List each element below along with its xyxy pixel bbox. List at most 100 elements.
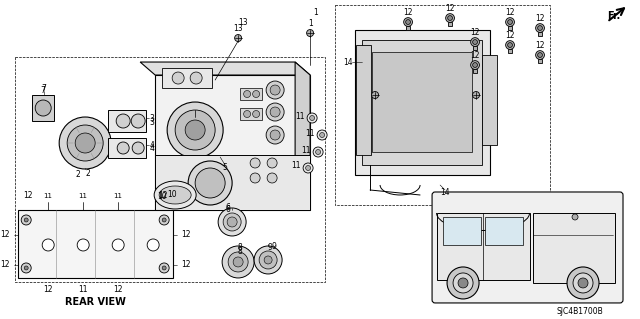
FancyBboxPatch shape <box>432 192 623 303</box>
Circle shape <box>264 256 272 264</box>
Circle shape <box>35 100 51 116</box>
Circle shape <box>303 163 313 173</box>
Bar <box>240 88 262 100</box>
Circle shape <box>473 40 477 44</box>
Text: 12: 12 <box>113 286 123 294</box>
Text: 12: 12 <box>506 8 515 17</box>
Bar <box>32 95 54 121</box>
Bar <box>406 26 410 30</box>
Text: 12: 12 <box>1 230 10 240</box>
Circle shape <box>235 34 242 41</box>
Ellipse shape <box>154 181 196 209</box>
Circle shape <box>458 278 468 288</box>
Text: 8: 8 <box>237 248 243 256</box>
Circle shape <box>159 215 169 225</box>
Circle shape <box>317 130 327 140</box>
Circle shape <box>472 92 479 99</box>
Text: 12: 12 <box>24 191 33 200</box>
Circle shape <box>112 239 124 251</box>
Bar <box>15 57 325 282</box>
Bar <box>155 75 310 210</box>
Text: 4: 4 <box>150 140 155 150</box>
Text: 9: 9 <box>268 243 273 252</box>
Bar <box>362 40 482 165</box>
Circle shape <box>59 117 111 169</box>
Text: 12: 12 <box>403 8 413 17</box>
Circle shape <box>253 91 260 98</box>
Bar <box>18 210 173 278</box>
Circle shape <box>227 217 237 227</box>
Circle shape <box>162 218 166 222</box>
Circle shape <box>267 173 277 183</box>
Polygon shape <box>437 213 530 280</box>
Circle shape <box>473 63 477 67</box>
Circle shape <box>319 132 324 137</box>
Circle shape <box>536 51 545 59</box>
Bar <box>485 217 523 245</box>
Text: 2: 2 <box>76 170 81 180</box>
Text: SJC4B1700B: SJC4B1700B <box>557 308 604 316</box>
Text: 9: 9 <box>271 242 276 251</box>
Circle shape <box>572 214 578 220</box>
Circle shape <box>253 110 260 117</box>
Text: 4: 4 <box>150 144 155 152</box>
Text: 7: 7 <box>42 84 47 93</box>
Circle shape <box>42 239 54 251</box>
Bar <box>473 69 477 73</box>
Circle shape <box>372 92 379 99</box>
Circle shape <box>307 113 317 123</box>
Circle shape <box>75 133 95 153</box>
Circle shape <box>567 267 599 299</box>
Text: 12: 12 <box>535 13 545 23</box>
Text: 2: 2 <box>86 169 90 179</box>
Circle shape <box>306 166 310 170</box>
Circle shape <box>270 85 280 95</box>
Circle shape <box>445 14 454 22</box>
Circle shape <box>578 278 588 288</box>
Circle shape <box>447 267 479 299</box>
Bar <box>482 55 497 145</box>
Text: 14: 14 <box>440 189 450 197</box>
Circle shape <box>307 30 314 37</box>
Polygon shape <box>355 30 490 175</box>
Circle shape <box>228 252 248 272</box>
Circle shape <box>116 114 130 128</box>
Polygon shape <box>140 62 310 75</box>
Circle shape <box>117 142 129 154</box>
Circle shape <box>250 158 260 168</box>
Circle shape <box>453 273 473 293</box>
Text: 3: 3 <box>150 114 155 122</box>
Circle shape <box>147 239 159 251</box>
Text: 6: 6 <box>226 204 230 212</box>
Text: 8: 8 <box>237 243 243 252</box>
Circle shape <box>223 213 241 231</box>
Text: 3: 3 <box>150 117 155 127</box>
Circle shape <box>24 266 28 270</box>
Text: 6: 6 <box>226 205 230 214</box>
Circle shape <box>508 20 513 25</box>
Circle shape <box>266 103 284 121</box>
Bar <box>508 48 512 53</box>
Circle shape <box>313 147 323 157</box>
Circle shape <box>270 107 280 117</box>
Circle shape <box>195 168 225 198</box>
Text: 12: 12 <box>470 27 480 37</box>
Circle shape <box>573 273 593 293</box>
Circle shape <box>132 142 144 154</box>
Bar <box>473 46 477 50</box>
Bar <box>443 217 481 245</box>
Circle shape <box>266 81 284 99</box>
Bar <box>108 110 146 132</box>
Text: 12: 12 <box>44 286 53 294</box>
Ellipse shape <box>159 186 191 204</box>
Text: 10: 10 <box>157 192 167 202</box>
Text: 11: 11 <box>79 193 88 199</box>
Circle shape <box>77 239 89 251</box>
Text: 1: 1 <box>308 19 312 27</box>
Circle shape <box>316 150 321 154</box>
Text: 5: 5 <box>223 164 228 173</box>
Circle shape <box>506 18 515 26</box>
Circle shape <box>175 110 215 150</box>
Circle shape <box>447 16 452 20</box>
Text: 14: 14 <box>343 57 353 67</box>
